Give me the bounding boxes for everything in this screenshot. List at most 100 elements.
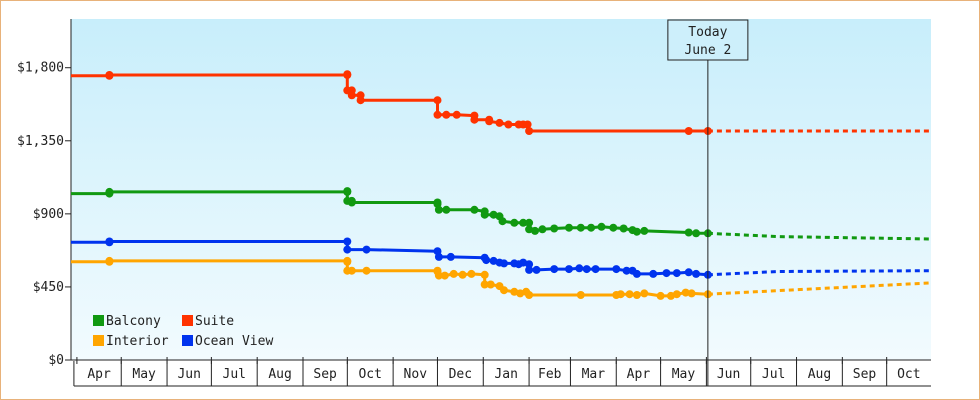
data-point [482,256,491,265]
data-point [687,289,696,298]
month-label: Apr [627,367,651,382]
month-label: Jul [223,367,246,382]
data-point [449,269,458,278]
data-point [625,290,634,299]
data-point [434,205,443,214]
data-point [105,237,114,246]
legend-label: Suite [195,314,234,329]
data-point [362,266,371,275]
y-tick-label: $1,350 [17,134,64,149]
data-point [442,110,451,119]
data-point [480,280,489,289]
data-point [525,127,534,135]
data-point [343,70,352,79]
month-label: Mar [582,367,606,382]
data-point [597,222,606,231]
series-projection-line [707,231,932,241]
data-point [495,118,504,127]
data-point [440,271,449,280]
data-point [470,115,479,124]
data-point [510,218,519,227]
data-point [458,270,467,279]
today-date-label: June 2 [684,43,731,58]
data-point [362,245,371,254]
data-point [343,245,352,254]
series-ocean-view [71,237,932,279]
data-point [480,210,489,219]
month-label: Jan [494,367,517,382]
data-point [538,225,547,234]
legend-label: Ocean View [195,334,273,349]
data-point [632,227,641,236]
y-tick-label: $0 [48,353,64,368]
data-point [523,120,532,129]
data-point [343,257,352,266]
data-point [500,259,508,268]
data-point [531,226,539,235]
data-point [609,223,618,232]
data-point [622,266,631,275]
legend-swatch [182,335,193,346]
data-point [525,265,534,274]
data-point [105,256,114,265]
month-label: Aug [808,367,831,382]
legend-swatch [93,335,104,346]
data-point [692,229,701,238]
data-point [347,91,356,100]
data-point [525,291,534,299]
today-label-box [667,19,749,61]
data-point [662,269,671,278]
data-point [485,117,494,126]
month-label: Nov [404,367,428,382]
data-point [105,71,114,79]
month-label: Jul [762,367,785,382]
data-point [632,291,641,299]
y-tick-label: $1,800 [17,61,64,76]
today-label: Today [688,25,727,40]
data-point [525,218,534,227]
data-point [480,270,489,279]
data-point [434,252,443,261]
series-balcony [71,187,932,241]
y-tick-label: $450 [33,280,64,295]
data-point [632,269,641,278]
month-label: Apr [87,367,111,382]
y-tick-label: $900 [33,207,64,222]
month-label: Aug [268,367,291,382]
data-point [640,289,649,298]
data-point [486,280,495,289]
month-label: Jun [717,367,740,382]
today-marker: Today June 2 [667,19,749,386]
data-point [575,264,584,273]
data-point [343,237,352,246]
data-point [616,290,625,299]
data-point [532,265,541,274]
data-point [672,269,681,278]
data-point [500,286,508,295]
data-point [672,290,681,299]
data-point [343,187,352,196]
data-point [612,265,621,274]
data-point [356,96,365,105]
data-point [587,223,596,232]
data-point [434,271,443,280]
x-axis: Apr May Jun Jul Aug Sep Oct Nov Dec Jan Feb Mar Apr M… [73,357,931,387]
data-point [576,291,585,299]
data-point [470,205,479,214]
data-point [347,266,356,275]
legend-label: Balcony [106,314,161,329]
data-point [684,268,693,277]
legend-swatch [93,315,104,326]
legend-item-suite: Suite [182,314,234,329]
data-point [452,110,461,119]
series-projection-line [707,281,932,296]
month-label: Sep [313,367,337,382]
month-label: Oct [897,367,920,382]
y-axis: $0 $450 $900 $1,350 $1,800 [17,19,931,368]
data-point [640,226,649,235]
month-label: May [672,367,696,382]
data-point [550,265,559,274]
data-point [105,187,114,196]
legend-item-ocean-view: Ocean View [182,334,273,349]
